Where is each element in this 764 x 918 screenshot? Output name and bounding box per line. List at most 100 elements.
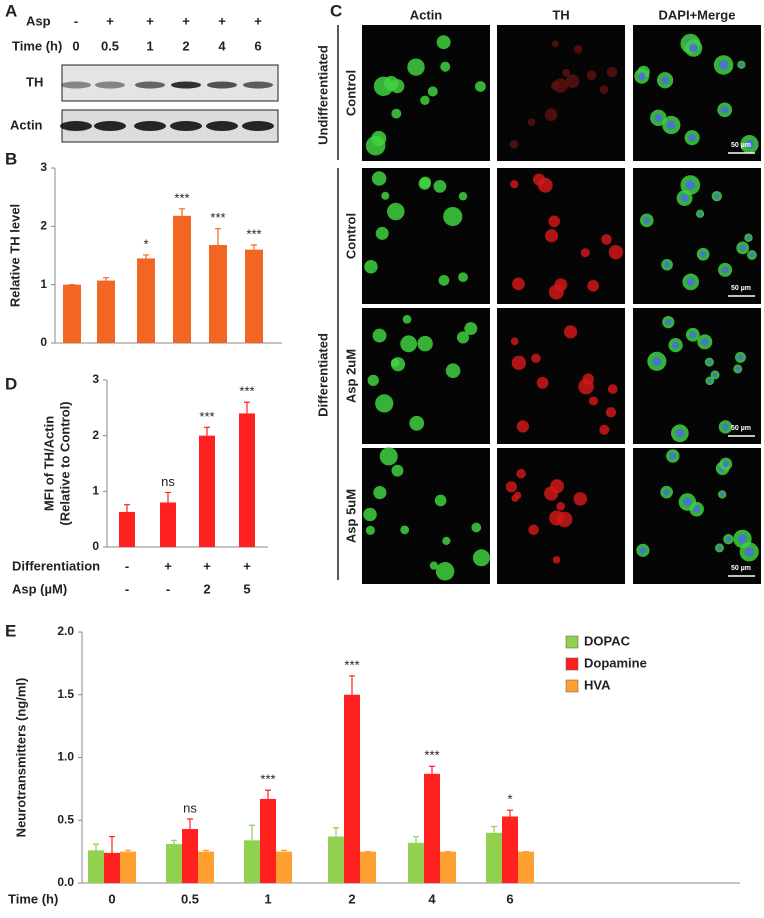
- cell: [474, 81, 486, 92]
- cell: [509, 139, 519, 149]
- cell: [400, 525, 410, 535]
- nucleus: [721, 266, 729, 274]
- cell: [471, 522, 482, 533]
- cell: [548, 215, 561, 228]
- legend-swatch: [565, 635, 579, 649]
- cell: [418, 177, 431, 190]
- cell: [573, 492, 588, 506]
- error-bar: [103, 277, 109, 281]
- cell: [607, 384, 618, 394]
- nucleus: [698, 211, 703, 216]
- bar: [440, 851, 456, 883]
- blot-row-label: Asp: [26, 13, 51, 28]
- panel-label: B: [5, 149, 17, 168]
- y-tick-label: 0.5: [57, 812, 74, 826]
- error-bar: [249, 824, 255, 841]
- nucleus: [722, 460, 729, 468]
- bar: [97, 280, 115, 343]
- y-tick-label: 1: [92, 484, 99, 498]
- asp-sign: +: [254, 13, 262, 28]
- bar: [518, 851, 534, 883]
- condition-value: -: [125, 581, 129, 596]
- nucleus: [654, 113, 663, 122]
- cell: [580, 248, 590, 258]
- cell: [442, 536, 451, 545]
- nucleus: [665, 319, 672, 326]
- micrograph: [633, 308, 761, 444]
- cell: [443, 206, 463, 227]
- cell: [364, 260, 378, 274]
- cell: [536, 376, 549, 389]
- bar: [198, 851, 214, 883]
- bar: [360, 851, 376, 883]
- cell: [527, 118, 536, 126]
- cell: [363, 507, 377, 522]
- cell: [434, 494, 447, 507]
- nucleus: [683, 497, 692, 507]
- panel-label: A: [5, 1, 17, 20]
- blot-frame: [61, 64, 279, 102]
- condition-value: -: [125, 558, 129, 573]
- asp-sign: +: [182, 13, 190, 28]
- group-label: Differentiated: [315, 333, 330, 417]
- cell: [435, 562, 455, 581]
- blot-band: [206, 121, 238, 131]
- cell: [511, 355, 527, 370]
- condition-value: 2: [203, 581, 210, 596]
- nucleus: [680, 194, 689, 203]
- cell: [550, 479, 565, 494]
- significance: ***: [174, 190, 189, 205]
- blot-name: Actin: [10, 117, 43, 132]
- cell: [528, 524, 539, 536]
- nucleus: [721, 106, 729, 114]
- nucleus: [699, 251, 707, 258]
- nucleus: [669, 452, 677, 460]
- column-header: DAPI+Merge: [659, 7, 736, 22]
- scale-label: 50 µm: [731, 565, 751, 572]
- error-bar: [109, 835, 115, 853]
- nucleus: [672, 341, 680, 349]
- cell: [513, 491, 522, 500]
- significance: ns: [161, 474, 175, 489]
- scale-label: 50 µm: [731, 425, 751, 432]
- error-bar: [215, 228, 221, 245]
- cell: [365, 135, 386, 156]
- nucleus: [712, 372, 718, 378]
- bar: [173, 215, 191, 343]
- error-bar: [413, 835, 419, 843]
- blot-band: [171, 81, 201, 89]
- cell: [400, 335, 418, 353]
- bar: [245, 249, 263, 343]
- legend-label: HVA: [584, 677, 611, 692]
- cell: [427, 86, 438, 97]
- nucleus: [666, 120, 676, 130]
- error-bar: [124, 504, 130, 512]
- blot-band: [134, 121, 166, 131]
- y-tick-label: 3: [40, 160, 47, 174]
- nucleus: [722, 423, 729, 431]
- time-point: 2: [182, 38, 189, 53]
- cell: [387, 202, 405, 221]
- bar: [182, 829, 198, 883]
- bar: [119, 511, 135, 547]
- legend-label: Dopamine: [584, 655, 647, 670]
- nucleus: [746, 235, 751, 240]
- bar: [160, 502, 176, 547]
- cell: [599, 85, 609, 94]
- nucleus: [749, 252, 755, 258]
- x-tick-label: 0: [108, 891, 115, 906]
- cell: [586, 70, 597, 81]
- cell: [417, 335, 433, 352]
- nucleus: [675, 428, 685, 438]
- cell: [371, 171, 387, 186]
- y-tick-label: 2.0: [57, 624, 74, 638]
- error-bar: [93, 843, 99, 851]
- blot-band: [60, 121, 92, 131]
- cell: [510, 180, 519, 189]
- error-bar: [171, 839, 177, 845]
- legend-swatch: [565, 657, 579, 671]
- cell: [587, 279, 599, 292]
- y-tick-label: 0.0: [57, 875, 74, 889]
- cell: [552, 40, 559, 48]
- cell: [383, 76, 399, 91]
